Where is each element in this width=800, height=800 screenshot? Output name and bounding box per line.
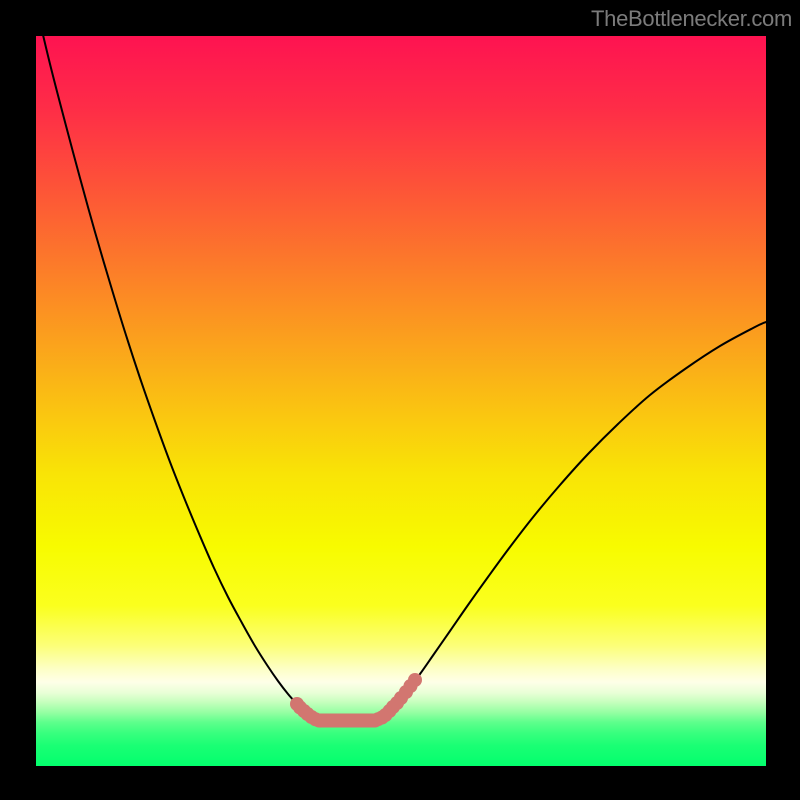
gradient-background	[36, 36, 766, 766]
marker-right	[408, 673, 422, 687]
watermark-text: TheBottlenecker.com	[591, 6, 792, 32]
chart-svg	[36, 36, 766, 766]
marker-left	[313, 714, 327, 728]
plot-area	[36, 36, 766, 766]
